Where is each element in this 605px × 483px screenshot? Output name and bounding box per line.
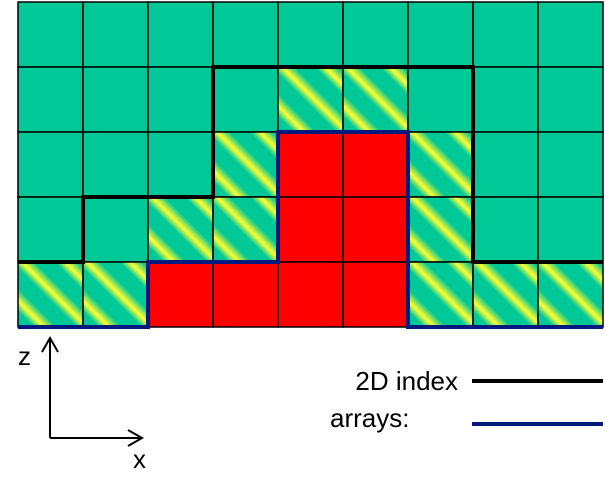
cell [212, 131, 279, 198]
cell [537, 66, 604, 133]
cell [147, 196, 214, 263]
legend-label: 2D index [355, 366, 458, 396]
cell [147, 66, 214, 133]
cell [472, 261, 539, 328]
x-axis-label: x [133, 444, 146, 474]
z-axis-label: z [18, 341, 31, 371]
cell [277, 66, 344, 133]
cell [212, 261, 279, 328]
legend-label: arrays: [330, 403, 409, 433]
cell [342, 131, 409, 198]
index-boundary [18, 65, 603, 264]
cell [147, 131, 214, 198]
cell [212, 66, 279, 133]
cell [407, 261, 474, 328]
cell [82, 196, 149, 263]
cell [82, 1, 149, 68]
cell [537, 196, 604, 263]
cell [472, 196, 539, 263]
cell [147, 1, 214, 68]
cell [212, 1, 279, 68]
cell [277, 131, 344, 198]
cell [212, 196, 279, 263]
cell [82, 261, 149, 328]
cell [407, 131, 474, 198]
cell [407, 66, 474, 133]
cell [342, 196, 409, 263]
axes-icon [41, 335, 145, 447]
cell [472, 131, 539, 198]
cell [472, 1, 539, 68]
cell [82, 131, 149, 198]
cell [407, 1, 474, 68]
cell [537, 131, 604, 198]
cell [537, 1, 604, 68]
cell [17, 261, 84, 328]
cell [472, 66, 539, 133]
cell [277, 261, 344, 328]
cell [17, 66, 84, 133]
cell [17, 131, 84, 198]
cell [407, 196, 474, 263]
array-boundary [18, 130, 603, 329]
cell [342, 1, 409, 68]
cell [342, 261, 409, 328]
cell [277, 196, 344, 263]
grid [17, 1, 604, 328]
cell [17, 196, 84, 263]
cell [277, 1, 344, 68]
cell [537, 261, 604, 328]
cell [342, 66, 409, 133]
cell [17, 1, 84, 68]
cell [82, 66, 149, 133]
cell [147, 261, 214, 328]
